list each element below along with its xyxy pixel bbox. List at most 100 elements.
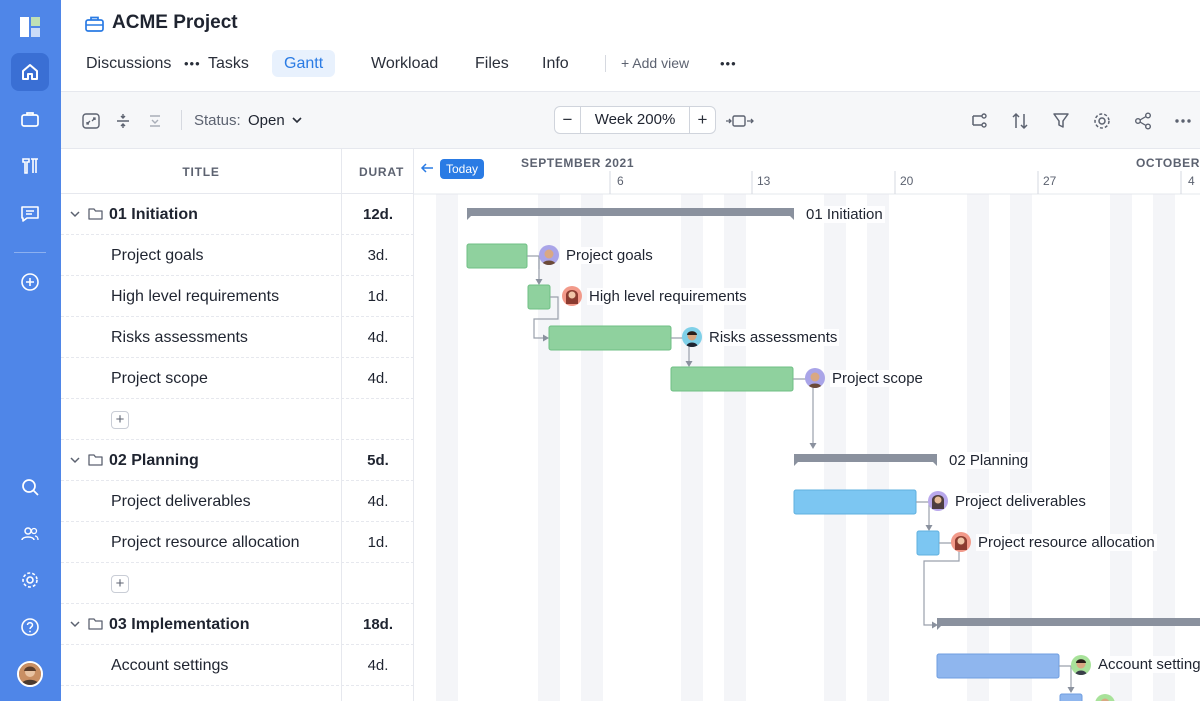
task-row[interactable]: Project scope 4d. bbox=[61, 358, 414, 399]
tab-info[interactable]: Info bbox=[542, 55, 569, 72]
group-duration[interactable]: 18d. bbox=[362, 616, 393, 633]
gear-icon[interactable] bbox=[1092, 111, 1112, 131]
group-name[interactable]: 03 Implementation bbox=[109, 616, 250, 633]
more-icon[interactable] bbox=[1173, 111, 1193, 131]
assignee-avatar[interactable] bbox=[682, 327, 702, 347]
task-name[interactable]: Project goals bbox=[111, 247, 204, 264]
expand-icon[interactable] bbox=[145, 111, 165, 131]
summary-bar-planning[interactable] bbox=[794, 454, 937, 466]
task-duration[interactable]: 4d. bbox=[367, 329, 389, 346]
task-row[interactable]: Account settings 4d. bbox=[61, 645, 414, 686]
task-duration[interactable]: 1d. bbox=[367, 534, 389, 551]
bar-label-project-resource-allocation: Project resource allocation bbox=[976, 534, 1157, 551]
summary-bar-implementation[interactable] bbox=[937, 618, 1200, 630]
column-divider[interactable] bbox=[341, 149, 342, 701]
arrow-left-icon[interactable] bbox=[420, 162, 434, 174]
tab-discussions[interactable]: Discussions bbox=[86, 55, 172, 72]
column-header-duration[interactable]: DURAT bbox=[359, 165, 405, 179]
chevron-down-icon[interactable] bbox=[291, 114, 303, 126]
help-icon[interactable] bbox=[11, 608, 49, 646]
group-name[interactable]: 01 Initiation bbox=[109, 206, 198, 223]
column-header-title[interactable]: TITLE bbox=[182, 165, 220, 179]
critical-path-icon[interactable] bbox=[969, 111, 989, 131]
task-row[interactable]: High level requirements 1d. bbox=[61, 276, 414, 317]
zoom-out-button[interactable]: − bbox=[555, 107, 581, 133]
task-name[interactable]: Account settings bbox=[111, 657, 229, 674]
zoom-in-button[interactable]: + bbox=[689, 107, 715, 133]
status-filter-value[interactable]: Open bbox=[248, 112, 285, 129]
today-button[interactable]: Today bbox=[440, 159, 485, 179]
task-bar-project-goals[interactable] bbox=[466, 243, 528, 269]
assignee-avatar[interactable] bbox=[539, 245, 559, 265]
fit-to-screen-icon[interactable] bbox=[725, 111, 755, 131]
task-bar-project-deliverables[interactable] bbox=[793, 489, 917, 515]
task-duration[interactable]: 4d. bbox=[367, 657, 389, 674]
add-circle-icon[interactable] bbox=[11, 263, 49, 301]
task-bar-account-settings[interactable] bbox=[936, 653, 1060, 679]
assignee-avatar[interactable] bbox=[928, 491, 948, 511]
task-bar-project-scope[interactable] bbox=[670, 366, 794, 392]
users-icon[interactable] bbox=[11, 515, 49, 553]
task-bar-high-level-requirements[interactable] bbox=[527, 284, 551, 310]
task-duration[interactable]: 3d. bbox=[367, 247, 389, 264]
task-duration[interactable]: 4d. bbox=[367, 493, 389, 510]
briefcase-icon[interactable] bbox=[11, 100, 49, 138]
task-row[interactable]: Project resource allocation 1d. bbox=[61, 522, 414, 563]
dependency-link bbox=[793, 378, 814, 443]
task-bar-next[interactable] bbox=[1059, 693, 1083, 701]
task-name[interactable]: High level requirements bbox=[111, 288, 280, 305]
discussions-more-icon[interactable]: ••• bbox=[184, 56, 201, 71]
tab-gantt[interactable]: Gantt bbox=[272, 50, 336, 77]
tools-icon[interactable] bbox=[11, 147, 49, 185]
app-logo-icon[interactable] bbox=[11, 8, 49, 46]
task-name[interactable]: Project resource allocation bbox=[111, 534, 300, 551]
chat-icon[interactable] bbox=[11, 195, 49, 233]
add-task-row[interactable]: + bbox=[61, 399, 414, 440]
task-row[interactable]: Project deliverables 4d. bbox=[61, 481, 414, 522]
task-name[interactable]: Project scope bbox=[111, 370, 208, 387]
task-name[interactable]: Project deliverables bbox=[111, 493, 251, 510]
task-row[interactable]: Risks assessments 4d. bbox=[61, 317, 414, 358]
chevron-down-icon[interactable] bbox=[69, 454, 81, 466]
task-duration[interactable]: 4d. bbox=[367, 370, 389, 387]
day-label: 20 bbox=[900, 174, 914, 188]
tab-tasks[interactable]: Tasks bbox=[208, 55, 249, 72]
task-bar-risks-assessments[interactable] bbox=[548, 325, 672, 351]
group-row[interactable]: 02 Planning 5d. bbox=[61, 440, 414, 481]
chevron-down-icon[interactable] bbox=[69, 618, 81, 630]
dependency-arrow bbox=[535, 279, 543, 285]
share-icon[interactable] bbox=[1133, 111, 1153, 131]
summary-bar-initiation[interactable] bbox=[467, 208, 794, 220]
add-task-button[interactable]: + bbox=[111, 411, 129, 429]
tab-workload[interactable]: Workload bbox=[371, 55, 439, 72]
group-duration[interactable]: 5d. bbox=[367, 452, 389, 469]
group-row[interactable]: 01 Initiation 12d. bbox=[61, 194, 414, 235]
filter-icon[interactable] bbox=[1051, 111, 1071, 131]
add-task-button[interactable]: + bbox=[111, 575, 129, 593]
group-duration[interactable]: 12d. bbox=[362, 206, 393, 223]
group-row[interactable]: 03 Implementation 18d. bbox=[61, 604, 414, 645]
assignee-avatar[interactable] bbox=[951, 532, 971, 552]
sort-icon[interactable] bbox=[1010, 111, 1030, 131]
collapse-icon[interactable] bbox=[113, 111, 133, 131]
search-icon[interactable] bbox=[11, 468, 49, 506]
assignee-avatar[interactable] bbox=[562, 286, 582, 306]
assignee-avatar[interactable] bbox=[1071, 655, 1091, 675]
task-name[interactable]: Risks assessments bbox=[111, 329, 248, 346]
user-avatar[interactable] bbox=[17, 661, 43, 687]
home-icon[interactable] bbox=[11, 53, 49, 91]
assignee-avatar[interactable] bbox=[1095, 694, 1115, 701]
zoom-level[interactable]: Week 200% bbox=[594, 111, 676, 128]
task-bar-project-resource-allocation[interactable] bbox=[916, 530, 940, 556]
more-icon[interactable]: ••• bbox=[720, 56, 737, 71]
chevron-down-icon[interactable] bbox=[69, 208, 81, 220]
task-duration[interactable]: 1d. bbox=[367, 288, 389, 305]
group-name[interactable]: 02 Planning bbox=[109, 452, 199, 469]
assignee-avatar[interactable] bbox=[805, 368, 825, 388]
add-task-row[interactable]: + bbox=[61, 563, 414, 604]
settings-icon[interactable] bbox=[11, 561, 49, 599]
add-view-button[interactable]: + Add view bbox=[621, 55, 690, 71]
fullscreen-icon[interactable] bbox=[81, 111, 101, 131]
task-row[interactable]: Project goals 3d. bbox=[61, 235, 414, 276]
tab-files[interactable]: Files bbox=[475, 55, 509, 72]
